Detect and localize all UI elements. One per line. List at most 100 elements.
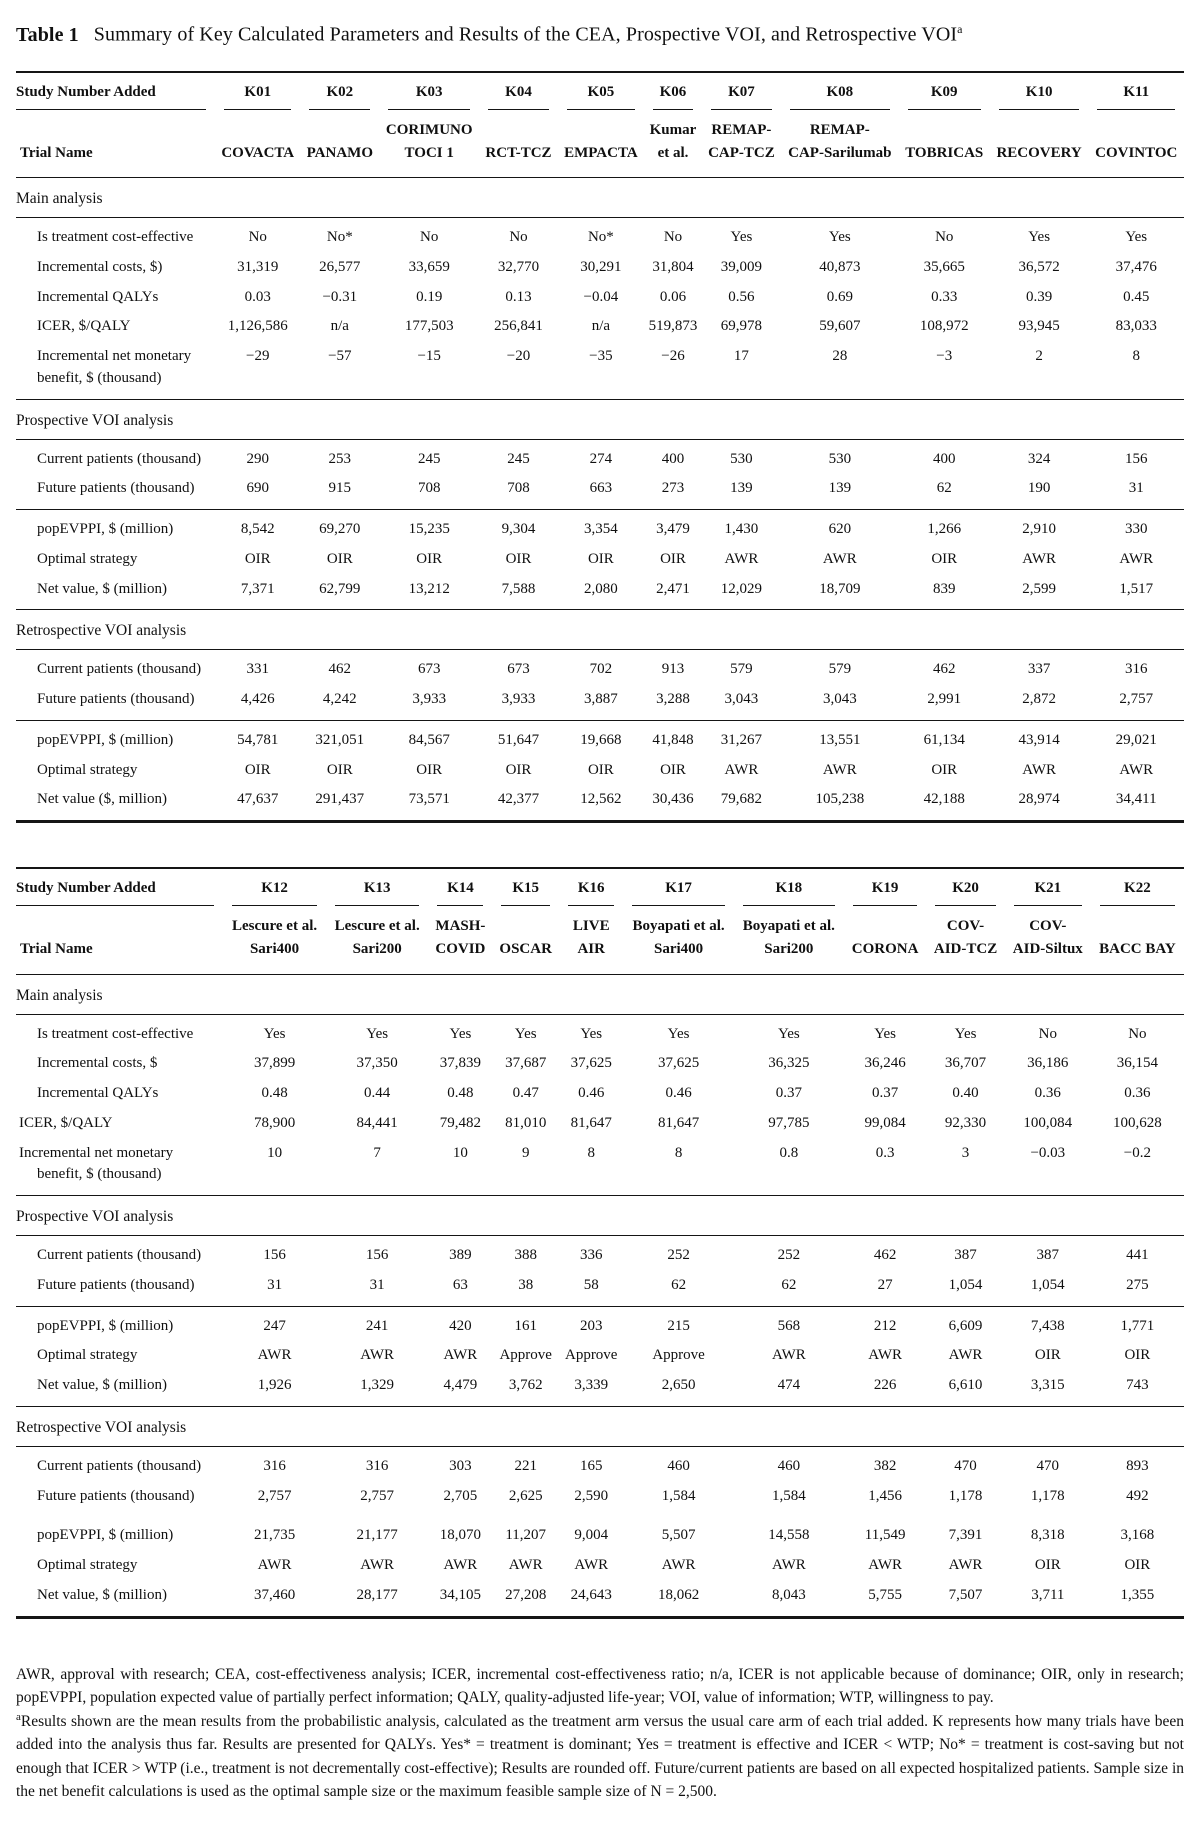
data-cell: OIR — [505, 761, 532, 778]
results-table-block-2: Study Number Added K12 K13 K14 K15 K16 K17 K18 K… — [16, 866, 1184, 1619]
study-code-cell: K05 — [558, 72, 644, 110]
row-label: Net value ($, million) — [37, 791, 167, 808]
data-cell: 2,910 — [1022, 521, 1056, 538]
data-cell: 30,436 — [652, 791, 694, 808]
data-cell: 4,426 — [240, 691, 275, 708]
data-cell: 31 — [369, 1276, 385, 1293]
data-cell: OIR — [587, 550, 614, 567]
data-cell: OIR — [244, 761, 271, 778]
data-cell: 31,804 — [652, 258, 694, 275]
data-cell: 17 — [733, 348, 749, 365]
data-cell: 0.36 — [1034, 1085, 1061, 1102]
table-row: Is treatment cost-effective No No* No No No* N… — [16, 218, 1184, 253]
data-cell: 93,945 — [1018, 318, 1060, 335]
data-cell: 400 — [661, 450, 685, 467]
data-cell: 69,270 — [319, 521, 361, 538]
data-cell: 0.06 — [659, 288, 687, 305]
data-cell: 0.40 — [952, 1085, 979, 1102]
table-row: Incremental costs, $) 31,319 26,577 33,659 3… — [16, 253, 1184, 283]
data-cell: 139 — [730, 480, 753, 497]
data-cell: Yes — [667, 1025, 690, 1042]
data-cell: 2,991 — [927, 691, 962, 708]
data-cell: 1,329 — [360, 1377, 395, 1394]
data-cell: 330 — [1124, 521, 1148, 538]
row-label: Incremental QALYs — [37, 1085, 159, 1102]
data-cell: 12,562 — [580, 791, 622, 808]
trial-name-cell: COV- AID-TCZ — [933, 918, 998, 958]
data-cell: 324 — [1027, 450, 1051, 467]
table-row: Future patients (thousand) 31 31 63 38 58 62 62… — [16, 1271, 1184, 1306]
data-cell: 253 — [328, 450, 352, 467]
table-title: Table 1 Summary of Key Calculated Paramet… — [16, 22, 1184, 47]
data-cell: 79,482 — [439, 1114, 482, 1131]
data-cell: 18,709 — [819, 580, 861, 597]
study-code-cell: K07 — [702, 72, 781, 110]
data-cell: 36,325 — [768, 1055, 810, 1072]
trial-name-cell: EMPACTA — [564, 144, 638, 161]
data-cell: OIR — [587, 761, 614, 778]
data-cell: 4,242 — [322, 691, 357, 708]
data-cell: AWR — [868, 1347, 902, 1364]
section-heading: Retrospective VOI analysis — [16, 1418, 187, 1436]
data-cell: Yes — [514, 1025, 537, 1042]
data-cell: OIR — [505, 550, 532, 567]
data-cell: 4,479 — [443, 1377, 478, 1394]
data-cell: 31,267 — [720, 731, 763, 748]
data-cell: AWR — [1119, 761, 1154, 778]
data-cell: Yes — [449, 1025, 472, 1042]
data-cell: 3,933 — [501, 691, 536, 708]
data-cell: 99,084 — [864, 1114, 906, 1131]
data-cell: 10 — [267, 1144, 283, 1161]
data-cell: 203 — [579, 1317, 603, 1334]
table-row: popEVPPI, $ (million) 8,542 69,270 15,235 9,… — [16, 510, 1184, 545]
data-cell: 37,350 — [356, 1055, 398, 1072]
horizontal-rule — [16, 1195, 1184, 1196]
data-cell: 291,437 — [315, 791, 365, 808]
data-cell: 400 — [932, 450, 956, 467]
data-cell: 460 — [777, 1457, 801, 1474]
data-cell: AWR — [443, 1557, 478, 1574]
data-cell: 387 — [954, 1247, 977, 1264]
data-cell: No — [935, 229, 954, 246]
data-cell: 1,926 — [257, 1377, 292, 1394]
data-cell: 474 — [777, 1377, 801, 1394]
data-cell: 2,757 — [360, 1487, 395, 1504]
trial-name-cell: REMAP- CAP-TCZ — [708, 121, 775, 161]
data-cell: −20 — [506, 348, 531, 365]
data-cell: 79,682 — [720, 791, 763, 808]
data-cell: 303 — [449, 1457, 472, 1474]
data-cell: OIR — [326, 550, 353, 567]
data-cell: 336 — [579, 1247, 603, 1264]
data-cell: 3,168 — [1120, 1527, 1155, 1544]
data-cell: 62 — [781, 1276, 797, 1293]
table-row: popEVPPI, $ (million) 247 241 420 161 203 215 5… — [16, 1306, 1184, 1341]
data-cell: Approve — [499, 1347, 552, 1364]
data-cell: 1,054 — [948, 1276, 983, 1293]
data-cell: 221 — [514, 1457, 537, 1474]
study-code-cell: K20 — [926, 868, 1005, 907]
data-cell: No — [509, 229, 528, 246]
data-cell: 1,054 — [1030, 1276, 1065, 1293]
table-row: popEVPPI, $ (million) 54,781 321,051 84,567… — [16, 720, 1184, 755]
data-cell: 7,371 — [240, 580, 275, 597]
table-footnote-a: aResults shown are the mean results from… — [16, 1710, 1184, 1801]
group-divider-rule — [16, 719, 1184, 721]
data-cell: No — [248, 229, 267, 246]
data-cell: 663 — [589, 480, 613, 497]
data-cell: 0.19 — [416, 288, 443, 305]
table-row: Net value, $ (million) 7,371 62,799 13,212 7… — [16, 575, 1184, 610]
data-cell: 275 — [1126, 1276, 1149, 1293]
data-cell: OIR — [1124, 1557, 1151, 1574]
data-cell: 3,043 — [724, 691, 759, 708]
data-cell: 316 — [263, 1457, 286, 1474]
data-cell: −0.31 — [322, 288, 358, 305]
section-heading-row: Prospective VOI analysis — [16, 1196, 1184, 1236]
row-label: Net value, $ (million) — [37, 1377, 167, 1394]
data-cell: Yes — [874, 1025, 897, 1042]
data-cell: 0.56 — [728, 288, 755, 305]
data-cell: 690 — [246, 480, 269, 497]
data-cell: 247 — [263, 1317, 286, 1334]
data-cell: 7,391 — [948, 1527, 983, 1544]
trial-name-cell: CORIMUNO TOCI 1 — [385, 121, 473, 161]
data-cell: OIR — [931, 761, 958, 778]
